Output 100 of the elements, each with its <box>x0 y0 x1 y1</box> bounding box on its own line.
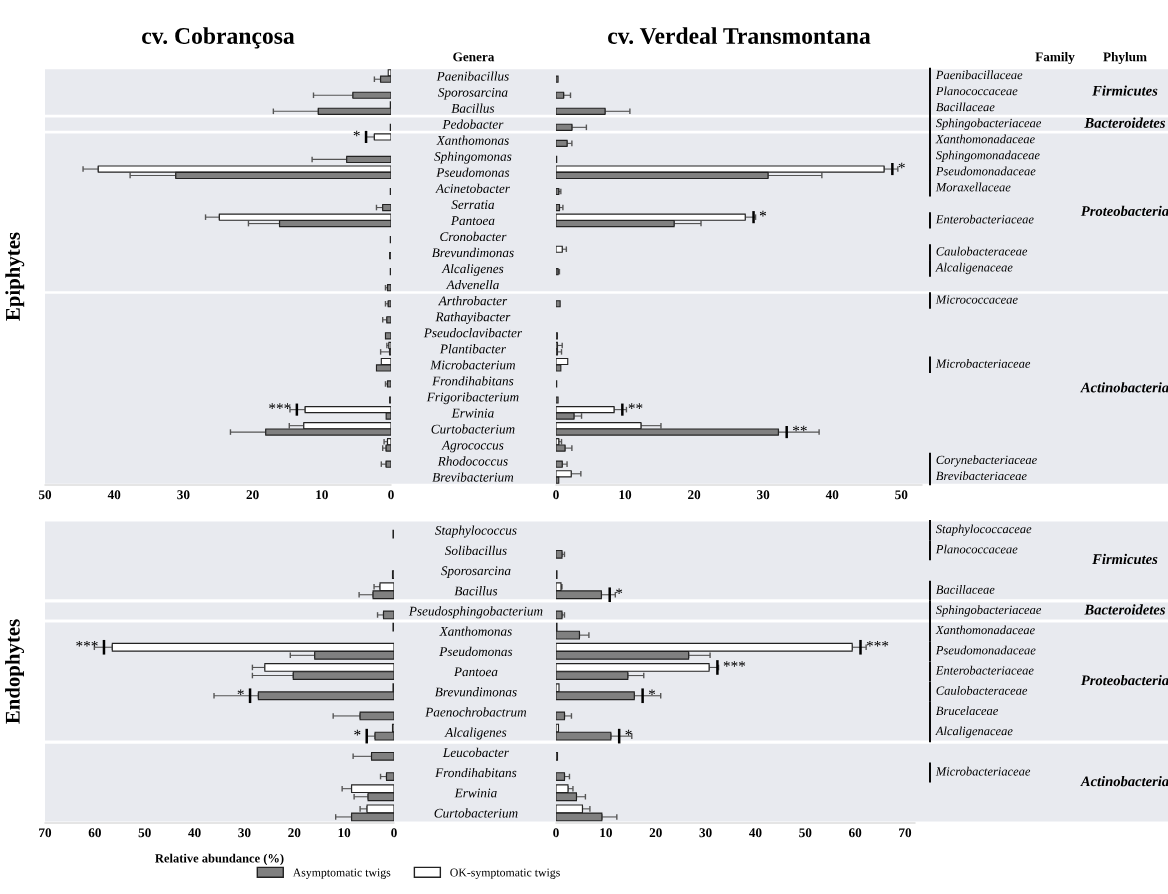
y-tick-label: Brevundimonas <box>431 247 514 258</box>
x-tick-label: 40 <box>749 828 762 838</box>
x-tick-label: 50 <box>895 490 908 500</box>
data-label: * <box>759 210 767 217</box>
y2-tick-label: Microbacteriaceae <box>935 766 1031 776</box>
y-tick-label: Pseudosphingobacterium <box>408 606 543 619</box>
data-label: * <box>354 729 361 736</box>
x-tick-label: 20 <box>246 490 259 500</box>
band-label: Actinobacteria <box>1080 382 1168 393</box>
y-tick-label: Rhodococcus <box>437 456 508 466</box>
y2-tick-label: Pseudomonadaceae <box>935 645 1036 655</box>
x-tick-label: 30 <box>177 490 190 500</box>
x-tick-label: 60 <box>849 828 862 838</box>
y2-tick-label: Microbacteriaceae <box>935 359 1031 368</box>
y-tick-label: Pseudomonas <box>436 167 510 177</box>
y-tick-label: Frigoribacterium <box>426 392 519 405</box>
data-label: * <box>353 130 360 137</box>
y2-tick-label: Caulobacteraceae <box>936 686 1028 695</box>
x-tick-label: 50 <box>38 490 52 500</box>
x-tick-label: 40 <box>188 828 201 838</box>
x-tick-label: 10 <box>316 490 328 500</box>
y-tick-label: Paenochrobactrum <box>425 707 527 717</box>
x-tick-label: 30 <box>699 828 712 838</box>
y-tick-label: Sporosarcina <box>438 87 508 100</box>
y2-tick-label: Planococcaceae <box>935 86 1018 96</box>
y-tick-label: Arthrobacter <box>438 295 508 306</box>
y-tick-label: Leucobacter <box>442 747 509 758</box>
x-axis-title: Relative abundance (%) <box>155 853 284 866</box>
data-label: * <box>898 162 905 169</box>
text: Family <box>1035 52 1075 64</box>
data-label: * <box>237 689 244 696</box>
y-tick-label: Xanthomonas <box>439 626 512 636</box>
y-tick-label: Rathayibacter <box>435 312 511 325</box>
x-tick-label: 20 <box>688 490 701 500</box>
y-tick-label: Pedobacter <box>442 119 504 129</box>
y2-tick-label: Xanthomonadaceae <box>935 625 1035 635</box>
x-tick-label: 40 <box>107 490 121 500</box>
band-label: Firmicutes <box>1092 85 1158 96</box>
y2-tick-label: Enterobacteriaceae <box>935 214 1034 224</box>
chart-title: cv. Cobrançosa <box>142 27 295 49</box>
y-tick-label: Acinetobacter <box>435 183 510 193</box>
y2-tick-label: Brucelaceae <box>935 706 999 716</box>
y-axis-title: Endophytes <box>5 619 25 724</box>
y-tick-label: Bacillus <box>454 586 498 596</box>
x-tick-label: 0 <box>391 828 397 838</box>
data-label: * <box>625 729 632 736</box>
y2-tick-label: Paenibacillaceae <box>935 70 1023 80</box>
legend-label: Asymptomatic twigs <box>292 868 391 879</box>
x-tick-label: 30 <box>238 828 251 838</box>
y2-tick-label: Staphylococcaceae <box>935 524 1032 536</box>
band-label: Bacteroidetes <box>1084 604 1166 615</box>
data-label: *** <box>866 640 889 647</box>
y-tick-label: Frondihabitans <box>432 376 514 386</box>
y-tick-label: Pantoea <box>453 667 498 677</box>
y2-tick-label: Micrococcaceae <box>935 295 1018 304</box>
x-tick-label: 0 <box>553 490 559 500</box>
y-tick-label: Pseudoclavibacter <box>423 328 523 338</box>
y-tick-label: Sporosarcina <box>441 566 511 578</box>
y-tick-label: Erwinia <box>454 788 497 798</box>
y2-tick-label: Xanthomonadaceae <box>935 134 1035 144</box>
y-tick-label: Pseudomonas <box>439 646 513 657</box>
y-tick-label: Alcaligenes <box>444 727 507 740</box>
data-label: *** <box>723 661 746 667</box>
x-tick-label: 20 <box>649 828 662 838</box>
x-tick-label: 20 <box>288 828 301 838</box>
y-tick-label: Sphingomonas <box>434 151 512 164</box>
y2-tick-label: Bacillaceae <box>935 585 995 594</box>
y-tick-label: Brevundimonas <box>434 687 517 697</box>
y2-tick-label: Corynebacteriaceae <box>936 455 1037 467</box>
text: Genera <box>453 52 495 62</box>
x-tick-label: 10 <box>619 490 632 500</box>
y-tick-label: Brevibacterium <box>432 472 514 482</box>
y2-tick-label: Sphingomonadaceae <box>935 150 1040 162</box>
y-tick-label: Solibacillus <box>444 545 507 556</box>
x-tick-label: 70 <box>899 828 912 838</box>
x-tick-label: 40 <box>825 490 839 500</box>
y-tick-label: Staphylococcus <box>435 525 517 538</box>
y-tick-label: Xanthomonas <box>436 135 509 145</box>
y-tick-label: Agrococcus <box>441 440 504 453</box>
y-tick-label: Bacillus <box>451 103 495 113</box>
y-tick-label: Curtobacterium <box>431 424 515 434</box>
y-tick-label: Advenella <box>445 279 499 290</box>
data-label: ** <box>793 425 807 432</box>
text: Phylum <box>1103 52 1147 64</box>
y-tick-label: Curtobacterium <box>434 808 518 818</box>
y-tick-label: Plantibacter <box>439 344 506 354</box>
y-tick-label: Serratia <box>451 200 495 210</box>
y-tick-label: Pantoea <box>450 216 495 226</box>
band-label: Proteobacteria <box>1080 674 1168 686</box>
x-tick-label: 0 <box>388 490 394 500</box>
data-label: * <box>648 689 656 696</box>
y-tick-label: Frondihabitans <box>435 767 517 778</box>
x-tick-label: 70 <box>39 828 52 838</box>
y-tick-label: Paenibacillus <box>436 71 509 81</box>
x-tick-label: 30 <box>757 490 770 500</box>
x-tick-label: 0 <box>553 828 559 838</box>
band-label: Firmicutes <box>1092 553 1158 565</box>
y2-tick-label: Planococcaceae <box>935 544 1018 554</box>
x-tick-label: 50 <box>799 828 812 838</box>
y2-tick-label: Sphingobacteriaceae <box>935 605 1042 617</box>
